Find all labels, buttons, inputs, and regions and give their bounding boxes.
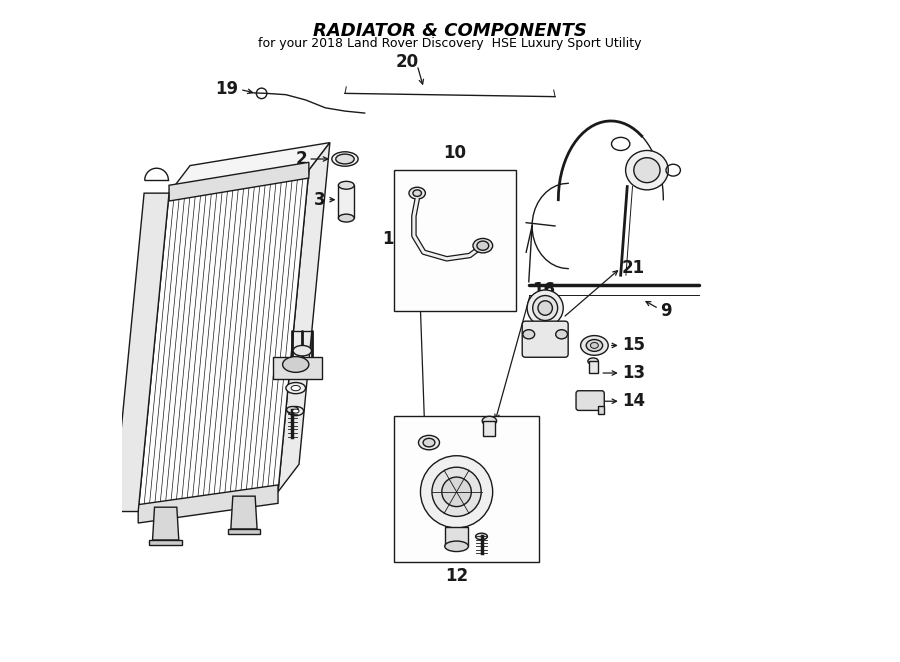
Ellipse shape bbox=[477, 241, 489, 250]
Ellipse shape bbox=[588, 358, 598, 365]
Ellipse shape bbox=[293, 346, 311, 356]
Bar bbox=[445, 526, 468, 546]
Text: 17: 17 bbox=[395, 296, 419, 314]
Ellipse shape bbox=[523, 330, 535, 339]
Ellipse shape bbox=[432, 467, 482, 516]
Ellipse shape bbox=[291, 385, 301, 391]
Ellipse shape bbox=[538, 301, 553, 315]
Ellipse shape bbox=[286, 383, 306, 394]
Ellipse shape bbox=[420, 455, 492, 528]
Ellipse shape bbox=[338, 214, 355, 222]
Text: 10: 10 bbox=[444, 144, 466, 162]
Polygon shape bbox=[230, 496, 257, 529]
Bar bbox=[589, 361, 598, 373]
Ellipse shape bbox=[286, 406, 299, 413]
Ellipse shape bbox=[475, 533, 488, 540]
Bar bbox=[598, 406, 604, 414]
Ellipse shape bbox=[283, 357, 309, 372]
Ellipse shape bbox=[590, 342, 598, 348]
FancyBboxPatch shape bbox=[576, 391, 604, 410]
Text: 19: 19 bbox=[215, 80, 238, 99]
Text: 3: 3 bbox=[314, 191, 325, 209]
Ellipse shape bbox=[634, 158, 660, 183]
Text: 7: 7 bbox=[245, 402, 256, 420]
Polygon shape bbox=[139, 485, 278, 523]
Ellipse shape bbox=[626, 150, 669, 190]
Ellipse shape bbox=[409, 187, 426, 199]
Text: 4: 4 bbox=[245, 358, 256, 376]
Text: for your 2018 Land Rover Discovery  HSE Luxury Sport Utility: for your 2018 Land Rover Discovery HSE L… bbox=[258, 37, 642, 50]
Polygon shape bbox=[169, 142, 330, 193]
Polygon shape bbox=[169, 162, 309, 201]
Polygon shape bbox=[278, 142, 330, 492]
Text: 1: 1 bbox=[218, 416, 230, 434]
Ellipse shape bbox=[533, 295, 558, 320]
Text: 16: 16 bbox=[532, 281, 555, 299]
Ellipse shape bbox=[445, 541, 468, 551]
Polygon shape bbox=[139, 170, 309, 512]
Text: 6: 6 bbox=[245, 379, 256, 397]
Ellipse shape bbox=[292, 409, 299, 413]
Text: 12: 12 bbox=[445, 567, 468, 585]
Ellipse shape bbox=[418, 436, 439, 449]
Ellipse shape bbox=[442, 477, 472, 506]
Polygon shape bbox=[113, 193, 169, 512]
Ellipse shape bbox=[338, 181, 355, 189]
Text: 8: 8 bbox=[261, 427, 273, 445]
Ellipse shape bbox=[336, 154, 355, 164]
Ellipse shape bbox=[288, 406, 303, 416]
Bar bbox=[338, 185, 355, 218]
Ellipse shape bbox=[473, 238, 492, 253]
Polygon shape bbox=[149, 540, 182, 545]
Text: 13: 13 bbox=[622, 364, 645, 382]
Text: 2: 2 bbox=[295, 150, 307, 168]
Text: 11: 11 bbox=[382, 230, 405, 248]
Ellipse shape bbox=[413, 190, 421, 197]
Ellipse shape bbox=[580, 336, 608, 355]
Bar bbox=[483, 421, 495, 436]
Ellipse shape bbox=[423, 438, 435, 447]
Ellipse shape bbox=[527, 290, 563, 326]
Ellipse shape bbox=[482, 416, 497, 426]
Text: 5: 5 bbox=[245, 334, 256, 352]
Ellipse shape bbox=[586, 340, 603, 352]
Text: 15: 15 bbox=[622, 336, 645, 354]
Text: 18: 18 bbox=[500, 483, 522, 501]
Text: RADIATOR & COMPONENTS: RADIATOR & COMPONENTS bbox=[313, 23, 587, 40]
Text: 21: 21 bbox=[622, 259, 645, 277]
Text: 14: 14 bbox=[622, 393, 645, 410]
Ellipse shape bbox=[332, 152, 358, 166]
Ellipse shape bbox=[555, 330, 568, 339]
Text: 9: 9 bbox=[660, 303, 671, 320]
Bar bbox=[394, 170, 516, 311]
Text: 20: 20 bbox=[396, 53, 418, 71]
Polygon shape bbox=[228, 529, 260, 534]
Polygon shape bbox=[152, 507, 179, 540]
FancyBboxPatch shape bbox=[522, 321, 568, 357]
Bar bbox=[394, 416, 538, 562]
Polygon shape bbox=[273, 357, 322, 379]
